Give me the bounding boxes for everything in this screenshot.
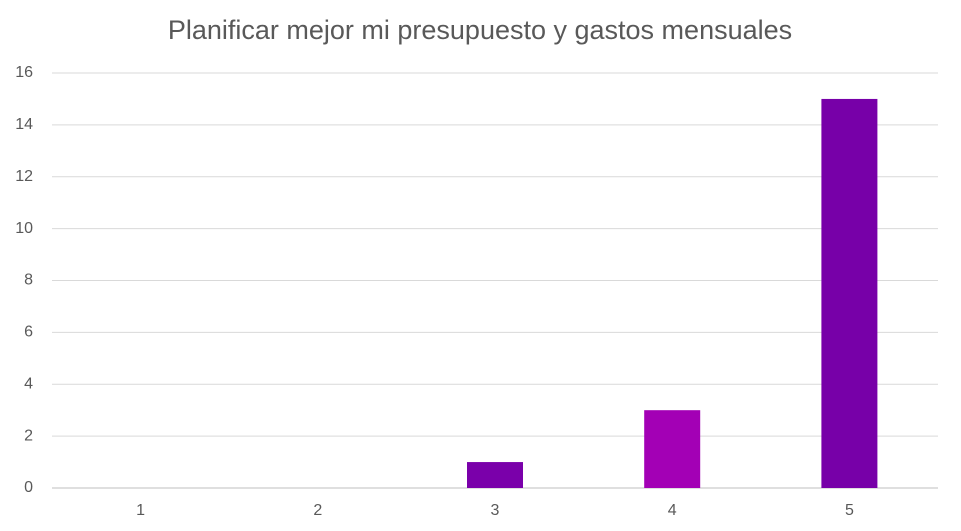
y-tick-label: 16 <box>15 64 33 81</box>
y-tick-label: 10 <box>15 220 33 237</box>
x-tick-label: 5 <box>845 502 854 519</box>
y-tick-label: 4 <box>24 375 33 392</box>
bar <box>821 98 878 488</box>
y-tick-label: 14 <box>15 116 33 133</box>
x-tick-label: 4 <box>668 502 677 519</box>
x-tick-label: 2 <box>313 502 322 519</box>
chart-title: Planificar mejor mi presupuesto y gastos… <box>168 15 792 45</box>
x-tick-label: 3 <box>491 502 500 519</box>
y-tick-label: 6 <box>24 324 33 341</box>
y-tick-label: 8 <box>24 272 33 289</box>
y-tick-label: 12 <box>15 168 33 185</box>
y-tick-label: 2 <box>24 427 33 444</box>
x-tick-label: 1 <box>136 502 145 519</box>
bar <box>644 410 701 488</box>
bar <box>467 462 523 488</box>
y-tick-label: 0 <box>24 479 33 496</box>
